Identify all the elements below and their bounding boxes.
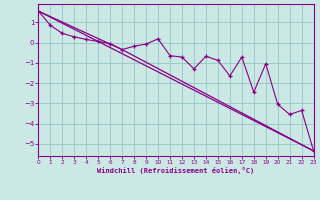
X-axis label: Windchill (Refroidissement éolien,°C): Windchill (Refroidissement éolien,°C) <box>97 167 255 174</box>
